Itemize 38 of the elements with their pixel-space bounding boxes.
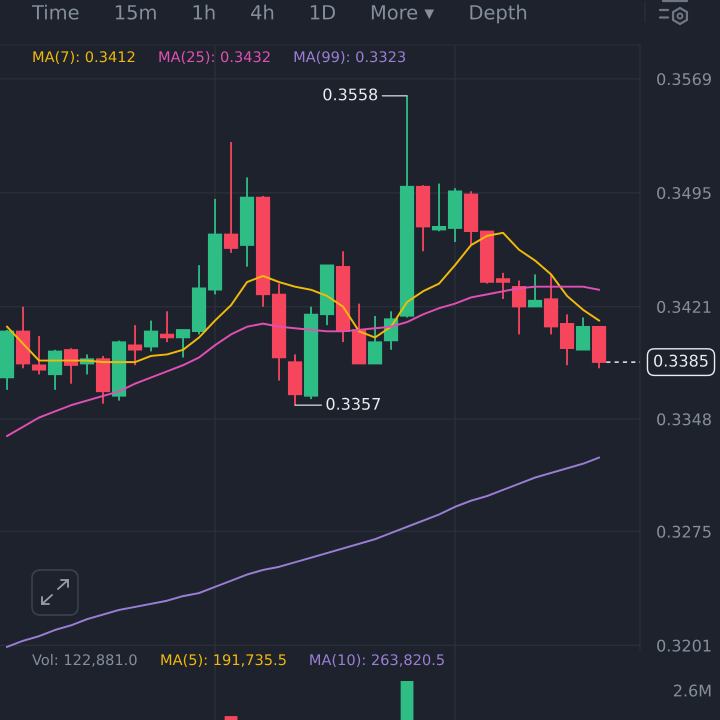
candlestick: [160, 310, 174, 344]
candlestick: [496, 272, 510, 300]
candlestick: [144, 320, 158, 352]
text: Depth: [470, 4, 526, 24]
candlestick: [528, 273, 542, 308]
text: 4h: [251, 4, 274, 20]
text: MA(99): 0.3323: [294, 50, 406, 64]
y-tick-label: 0.3569: [657, 73, 711, 86]
text: 15m: [116, 5, 156, 20]
candlestick: [48, 348, 62, 391]
candlestick: [512, 280, 526, 336]
text: 1h: [194, 4, 215, 20]
chart-title: Vol: 122,881.0: [32, 654, 137, 667]
candlestick: [432, 182, 446, 232]
text: More ▾: [372, 5, 434, 20]
y-tick-label: 0.3348: [657, 413, 711, 426]
ref-line-label: 0.3385: [654, 354, 708, 367]
y-tick-label: 0.3201: [657, 640, 711, 652]
candlestick: [224, 141, 238, 254]
candlestick: [368, 315, 382, 365]
text: 1D: [310, 5, 335, 20]
text: MA(25): 0.3432: [159, 50, 270, 64]
line-series: [6, 286, 600, 437]
line-series: [6, 456, 600, 648]
candlestick: [176, 328, 190, 358]
y-tick-label: 0.3275: [657, 526, 711, 538]
annotation: 0.3558: [323, 88, 378, 100]
legend-label: MA(10): 263,820.5: [310, 654, 444, 667]
text: 2.6M: [674, 684, 710, 697]
text: MA(7): 0.3412: [33, 50, 134, 64]
text: Time: [32, 4, 79, 20]
legend-label: MA(5): 191,735.5: [161, 654, 286, 667]
candlestick: [576, 316, 590, 351]
annotation: 0.3357: [326, 398, 380, 410]
y-tick-label: 0.3421: [657, 300, 711, 313]
y-tick-label: 0.3495: [657, 187, 711, 200]
candlestick: [32, 335, 46, 376]
candlestick: [128, 324, 142, 366]
